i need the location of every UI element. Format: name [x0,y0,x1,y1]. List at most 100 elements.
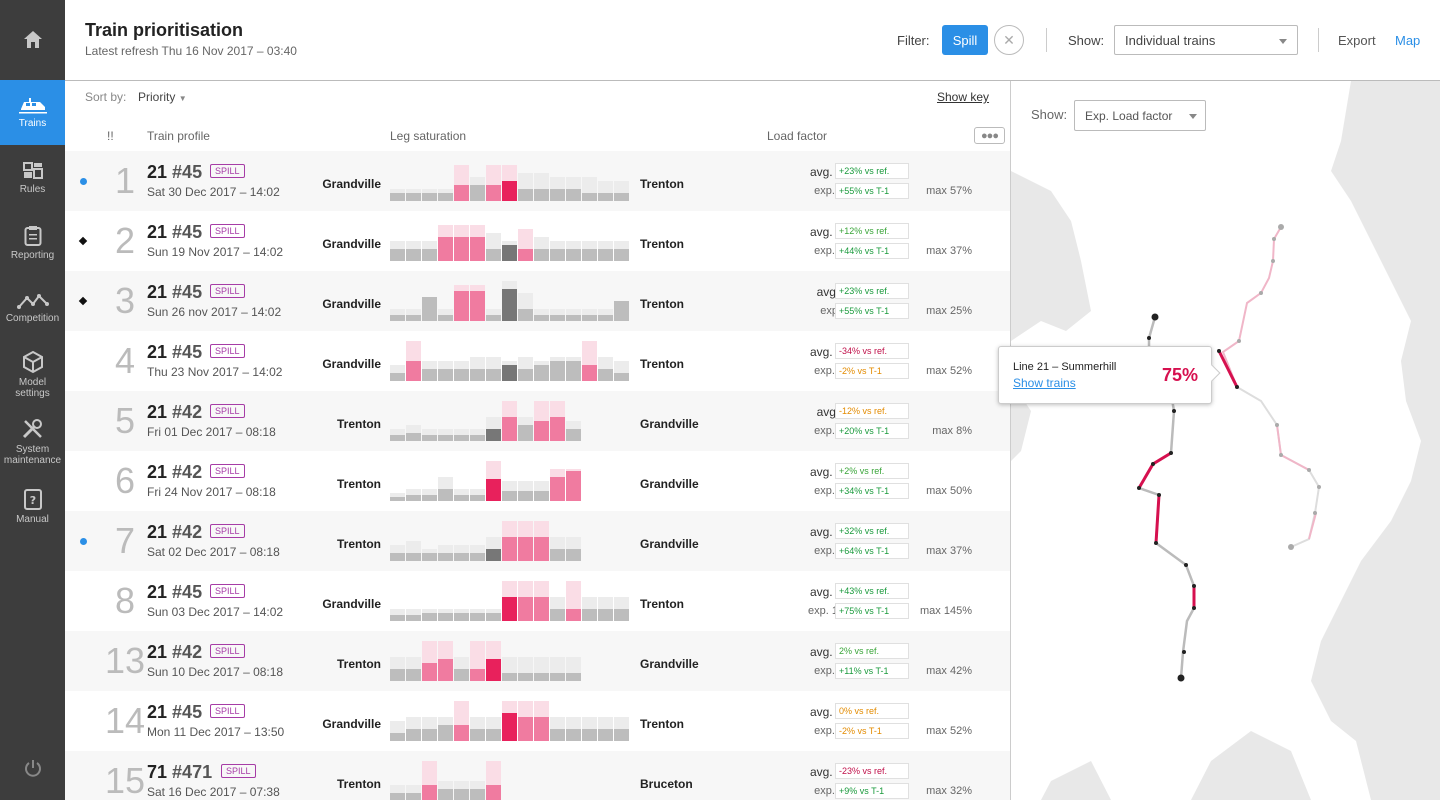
map-show-label: Show: [1031,107,1068,122]
clipboard-icon [24,225,41,246]
sort-dropdown[interactable]: Priority ▼ [138,90,187,104]
leg-saturation-chart [390,165,629,201]
table-row[interactable]: 7 21 #42 SPILL Sat 02 Dec 2017 – 08:18 Trent… [65,511,1010,571]
leg-bar-actual [534,249,549,261]
sidebar-item-model-settings[interactable]: Model settings [0,340,65,408]
origin-station: Grandville [322,597,381,611]
origin-station: Trenton [337,657,381,671]
max-load: max 37% [926,545,972,557]
departure-date: Fri 24 Nov 2017 – 08:18 [147,485,276,499]
line-number: 21 [147,462,168,482]
leg-bar-actual [470,789,485,800]
priority-rank: 14 [104,700,146,741]
priority-rank: 4 [114,340,136,381]
land-shape [1041,761,1111,800]
train-number: 21 #42 [147,402,202,423]
sidebar-item-label: Competition [5,312,60,324]
show-select[interactable]: Individual trains [1114,25,1298,55]
delta-vs-t1: -2% vs T-1 [835,363,909,379]
divider [1046,28,1047,52]
spill-badge: SPILL [210,644,245,658]
line-number: 21 [147,642,168,662]
more-options-button[interactable]: ●●● [974,127,1005,144]
delta-vs-t1: +20% vs T-1 [835,423,909,439]
leg-bar-actual [486,315,501,321]
max-value: 32% [949,785,972,797]
col-train-profile: Train profile [147,129,210,143]
leg-bar-actual [566,189,581,201]
exp-label: exp. [814,485,835,497]
show-trains-link[interactable]: Show trains [1013,376,1076,390]
tools-icon [22,418,42,438]
sidebar-item-reporting[interactable]: Reporting [0,210,65,275]
sidebar-item-competition[interactable]: Competition [0,275,65,340]
line-number: 21 [147,282,168,302]
table-row[interactable]: 2 21 #45 SPILL Sun 19 Nov 2017 – 14:02 Grand… [65,211,1010,271]
power-button[interactable] [0,748,65,788]
destination-station: Trenton [640,717,684,731]
sidebar-item-label: Rules [19,183,46,195]
priority-rank: 13 [104,640,146,681]
leg-saturation-chart [390,581,629,621]
leg-bar-actual [534,315,549,321]
table-row[interactable]: 4 21 #45 SPILL Thu 23 Nov 2017 – 14:02 Grand… [65,331,1010,391]
avg-label: avg. [809,525,833,539]
sidebar-item-rules[interactable]: Rules [0,145,65,210]
table-row[interactable]: 14 21 #45 SPILL Mon 11 Dec 2017 – 13:50 Gran… [65,691,1010,751]
leg-bar-actual [502,673,517,681]
leg-bar-actual [518,309,533,321]
power-icon [24,760,41,777]
leg-bar-actual [502,245,517,261]
leg-bar-actual [390,793,405,800]
sidebar-item-trains[interactable]: Trains [0,80,65,145]
leg-bar-actual [486,429,501,441]
max-label: max [920,605,941,617]
departure-date: Sat 30 Dec 2017 – 14:02 [147,185,280,199]
priority-rank: 8 [114,580,136,621]
max-label: max [932,425,954,437]
map-panel: Show: Exp. Load factor [1010,81,1440,800]
max-label: max [926,545,947,557]
home-button[interactable] [0,0,65,80]
leg-saturation-chart [390,281,629,321]
table-row[interactable]: 8 21 #45 SPILL Sun 03 Dec 2017 – 14:02 Grand… [65,571,1010,631]
delta-vs-ref: +43% vs ref. [835,583,909,599]
destination-station: Trenton [640,357,684,371]
header: Train prioritisation Latest refresh Thu … [65,0,1440,81]
table-row[interactable]: 15 71 #471 SPILL Sat 16 Dec 2017 – 07:38 Tre… [65,751,1010,800]
leg-bar-actual [502,289,517,321]
max-label: max [926,305,947,317]
spill-badge: SPILL [210,704,245,718]
map-metric-select[interactable]: Exp. Load factor [1074,100,1206,131]
train-id: #45 [172,342,203,362]
cube-icon [22,350,43,373]
table-row[interactable]: 3 21 #45 SPILL Sun 26 nov 2017 – 14:02 Grand… [65,271,1010,331]
max-label: max [926,365,947,377]
export-link[interactable]: Export [1338,33,1376,48]
line-number: 21 [147,522,168,542]
table-row[interactable]: 1 21 #45 SPILL Sat 30 Dec 2017 – 14:02 Grand… [65,151,1010,211]
show-key-link[interactable]: Show key [937,90,990,104]
table-row[interactable]: 5 21 #42 SPILL Fri 01 Dec 2017 – 08:18 Trent… [65,391,1010,451]
sidebar-item-system-maintenance[interactable]: System maintenance [0,408,65,474]
map-link[interactable]: Map [1395,33,1421,48]
table-row[interactable]: 13 21 #42 SPILL Sun 10 Dec 2017 – 08:18 Tren… [65,631,1010,691]
leg-bar-actual [422,785,437,800]
map-metric-value: Exp. Load factor [1085,109,1173,123]
clear-filter-button[interactable]: ✕ [994,25,1024,55]
leg-bar-actual [438,489,453,501]
exp-label: exp. [808,605,829,617]
sidebar-item-manual[interactable]: ? Manual [0,474,65,539]
exp-label: exp. [814,185,835,197]
table-row[interactable]: 6 21 #42 SPILL Fri 24 Nov 2017 – 08:18 Trent… [65,451,1010,511]
leg-bar-actual [486,185,501,201]
spill-filter-button[interactable]: Spill [942,25,988,55]
leg-bar-actual [566,609,581,621]
map-canvas[interactable] [1011,81,1440,800]
max-value: 50% [949,485,972,497]
exp-label: exp. [814,725,835,737]
max-value: 37% [949,245,972,257]
destination-station: Trenton [640,237,684,251]
line-number: 21 [147,582,168,602]
leg-bar-actual [534,189,549,201]
